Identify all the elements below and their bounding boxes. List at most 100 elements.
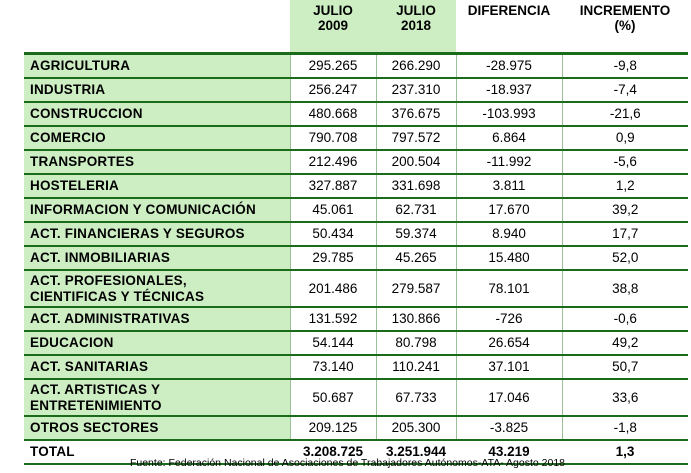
incremento-cell: -5,6 bbox=[561, 150, 688, 175]
julio-2009-cell: 29.785 bbox=[289, 246, 376, 271]
julio-2018-cell: 331.698 bbox=[375, 174, 456, 199]
julio-2009-cell: 73.140 bbox=[289, 355, 376, 380]
incremento-cell: -7,4 bbox=[561, 78, 688, 103]
header-julio-2009-label: JULIO 2009 bbox=[313, 3, 353, 33]
diferencia-cell: -3.825 bbox=[455, 416, 562, 441]
incremento-cell: 49,2 bbox=[561, 331, 688, 356]
table-row: ACT. PROFESIONALES, CIENTIFICAS Y TÉCNIC… bbox=[24, 270, 688, 308]
total-incremento-cell: 1,3 bbox=[562, 440, 688, 465]
sector-cell: AGRICULTURA bbox=[24, 53, 290, 79]
sector-cell: ACT. ADMINISTRATIVAS bbox=[24, 307, 290, 332]
diferencia-cell: 3.811 bbox=[455, 174, 562, 199]
table-row: TRANSPORTES 212.496 200.504 -11.992 -5,6 bbox=[24, 150, 688, 175]
sector-cell: COMERCIO bbox=[24, 126, 290, 151]
diferencia-cell: 26.654 bbox=[455, 331, 562, 356]
incremento-cell: 38,8 bbox=[561, 270, 688, 308]
table-row: ACT. FINANCIERAS Y SEGUROS 50.434 59.374 8.… bbox=[24, 222, 688, 247]
incremento-cell: 52,0 bbox=[561, 246, 688, 271]
diferencia-cell: 37.101 bbox=[455, 355, 562, 380]
julio-2018-cell: 80.798 bbox=[375, 331, 456, 356]
incremento-cell: 33,6 bbox=[561, 379, 688, 417]
table-row: AGRICULTURA 295.265 266.290 -28.975 -9,8 bbox=[24, 53, 688, 79]
julio-2018-cell: 110.241 bbox=[375, 355, 456, 380]
total-julio-2018-cell: 3.251.944 bbox=[376, 440, 456, 465]
total-diferencia-cell: 43.219 bbox=[456, 440, 562, 465]
header-julio-2018: JULIO 2018 bbox=[376, 0, 456, 55]
diferencia-cell: -11.992 bbox=[455, 150, 562, 175]
table-row: EDUCACION 54.144 80.798 26.654 49,2 bbox=[24, 331, 688, 356]
header-julio-2018-label: JULIO 2018 bbox=[396, 3, 436, 33]
sector-cell: OTROS SECTORES bbox=[24, 416, 290, 441]
julio-2018-cell: 67.733 bbox=[375, 379, 456, 417]
table-row: ACT. SANITARIAS 73.140 110.241 37.101 50,7 bbox=[24, 355, 688, 380]
header-incremento-label: INCREMENTO (%) bbox=[579, 3, 671, 33]
sector-cell: ACT. INMOBILIARIAS bbox=[24, 246, 290, 271]
sector-cell: ACT. PROFESIONALES, CIENTIFICAS Y TÉCNIC… bbox=[24, 270, 290, 308]
incremento-cell: 0,9 bbox=[561, 126, 688, 151]
incremento-cell: -0,6 bbox=[561, 307, 688, 332]
julio-2009-cell: 54.144 bbox=[289, 331, 376, 356]
julio-2009-cell: 480.668 bbox=[289, 102, 376, 127]
table-header-row: JULIO 2009 JULIO 2018 DIFERENCIA INCREME… bbox=[24, 0, 688, 55]
julio-2018-cell: 62.731 bbox=[375, 198, 456, 223]
sector-cell: HOSTELERIA bbox=[24, 174, 290, 199]
incremento-cell: 50,7 bbox=[561, 355, 688, 380]
diferencia-cell: 78.101 bbox=[455, 270, 562, 308]
diferencia-cell: -18.937 bbox=[455, 78, 562, 103]
julio-2009-cell: 295.265 bbox=[289, 53, 376, 79]
sector-cell: TRANSPORTES bbox=[24, 150, 290, 175]
diferencia-cell: 17.046 bbox=[455, 379, 562, 417]
incremento-cell: 39,2 bbox=[561, 198, 688, 223]
julio-2009-cell: 50.434 bbox=[289, 222, 376, 247]
diferencia-cell: -726 bbox=[455, 307, 562, 332]
julio-2018-cell: 59.374 bbox=[375, 222, 456, 247]
table-row: INDUSTRIA 256.247 237.310 -18.937 -7,4 bbox=[24, 78, 688, 103]
julio-2018-cell: 200.504 bbox=[375, 150, 456, 175]
diferencia-cell: -28.975 bbox=[455, 53, 562, 79]
table-row: ACT. ADMINISTRATIVAS 131.592 130.866 -726 -0… bbox=[24, 307, 688, 332]
sector-cell: EDUCACION bbox=[24, 331, 290, 356]
header-julio-2009: JULIO 2009 bbox=[290, 0, 376, 55]
sector-cell: ACT. ARTISTICAS Y ENTRETENIMIENTO bbox=[24, 379, 290, 417]
sector-cell: CONSTRUCCION bbox=[24, 102, 290, 127]
table-row: COMERCIO 790.708 797.572 6.864 0,9 bbox=[24, 126, 688, 151]
diferencia-cell: 8.940 bbox=[455, 222, 562, 247]
table-row: OTROS SECTORES 209.125 205.300 -3.825 -1,8 bbox=[24, 416, 688, 441]
table-row: ACT. INMOBILIARIAS 29.785 45.265 15.480 52,0 bbox=[24, 246, 688, 271]
sector-cell: ACT. SANITARIAS bbox=[24, 355, 290, 380]
julio-2018-cell: 205.300 bbox=[375, 416, 456, 441]
table-row: HOSTELERIA 327.887 331.698 3.811 1,2 bbox=[24, 174, 688, 199]
julio-2018-cell: 279.587 bbox=[375, 270, 456, 308]
julio-2009-cell: 201.486 bbox=[289, 270, 376, 308]
incremento-cell: -21,6 bbox=[561, 102, 688, 127]
julio-2018-cell: 237.310 bbox=[375, 78, 456, 103]
source-note: Fuente: Federación Nacional de Asociacio… bbox=[129, 457, 566, 469]
julio-2009-cell: 131.592 bbox=[289, 307, 376, 332]
incremento-cell: -9,8 bbox=[561, 53, 688, 79]
data-table-container: JULIO 2009 JULIO 2018 DIFERENCIA INCREME… bbox=[24, 0, 688, 465]
header-sector bbox=[24, 0, 290, 55]
incremento-cell: -1,8 bbox=[561, 416, 688, 441]
diferencia-cell: -103.993 bbox=[455, 102, 562, 127]
julio-2018-cell: 797.572 bbox=[375, 126, 456, 151]
sector-employment-table: JULIO 2009 JULIO 2018 DIFERENCIA INCREME… bbox=[24, 0, 688, 465]
julio-2009-cell: 256.247 bbox=[289, 78, 376, 103]
table-body: AGRICULTURA 295.265 266.290 -28.975 -9,8 INDU… bbox=[24, 53, 688, 465]
total-sector-cell: TOTAL bbox=[24, 440, 290, 465]
table-row: ACT. ARTISTICAS Y ENTRETENIMIENTO 50.687 6… bbox=[24, 379, 688, 417]
diferencia-cell: 17.670 bbox=[455, 198, 562, 223]
julio-2018-cell: 130.866 bbox=[375, 307, 456, 332]
table-row: CONSTRUCCION 480.668 376.675 -103.993 -21,6 bbox=[24, 102, 688, 127]
sector-cell: INFORMACION Y COMUNICACIÓN bbox=[24, 198, 290, 223]
header-incremento: INCREMENTO (%) bbox=[562, 0, 688, 55]
sector-cell: ACT. FINANCIERAS Y SEGUROS bbox=[24, 222, 290, 247]
diferencia-cell: 6.864 bbox=[455, 126, 562, 151]
incremento-cell: 17,7 bbox=[561, 222, 688, 247]
incremento-cell: 1,2 bbox=[561, 174, 688, 199]
julio-2018-cell: 376.675 bbox=[375, 102, 456, 127]
julio-2009-cell: 50.687 bbox=[289, 379, 376, 417]
julio-2009-cell: 790.708 bbox=[289, 126, 376, 151]
header-diferencia: DIFERENCIA bbox=[456, 0, 562, 55]
total-julio-2009-cell: 3.208.725 bbox=[290, 440, 376, 465]
julio-2018-cell: 266.290 bbox=[375, 53, 456, 79]
